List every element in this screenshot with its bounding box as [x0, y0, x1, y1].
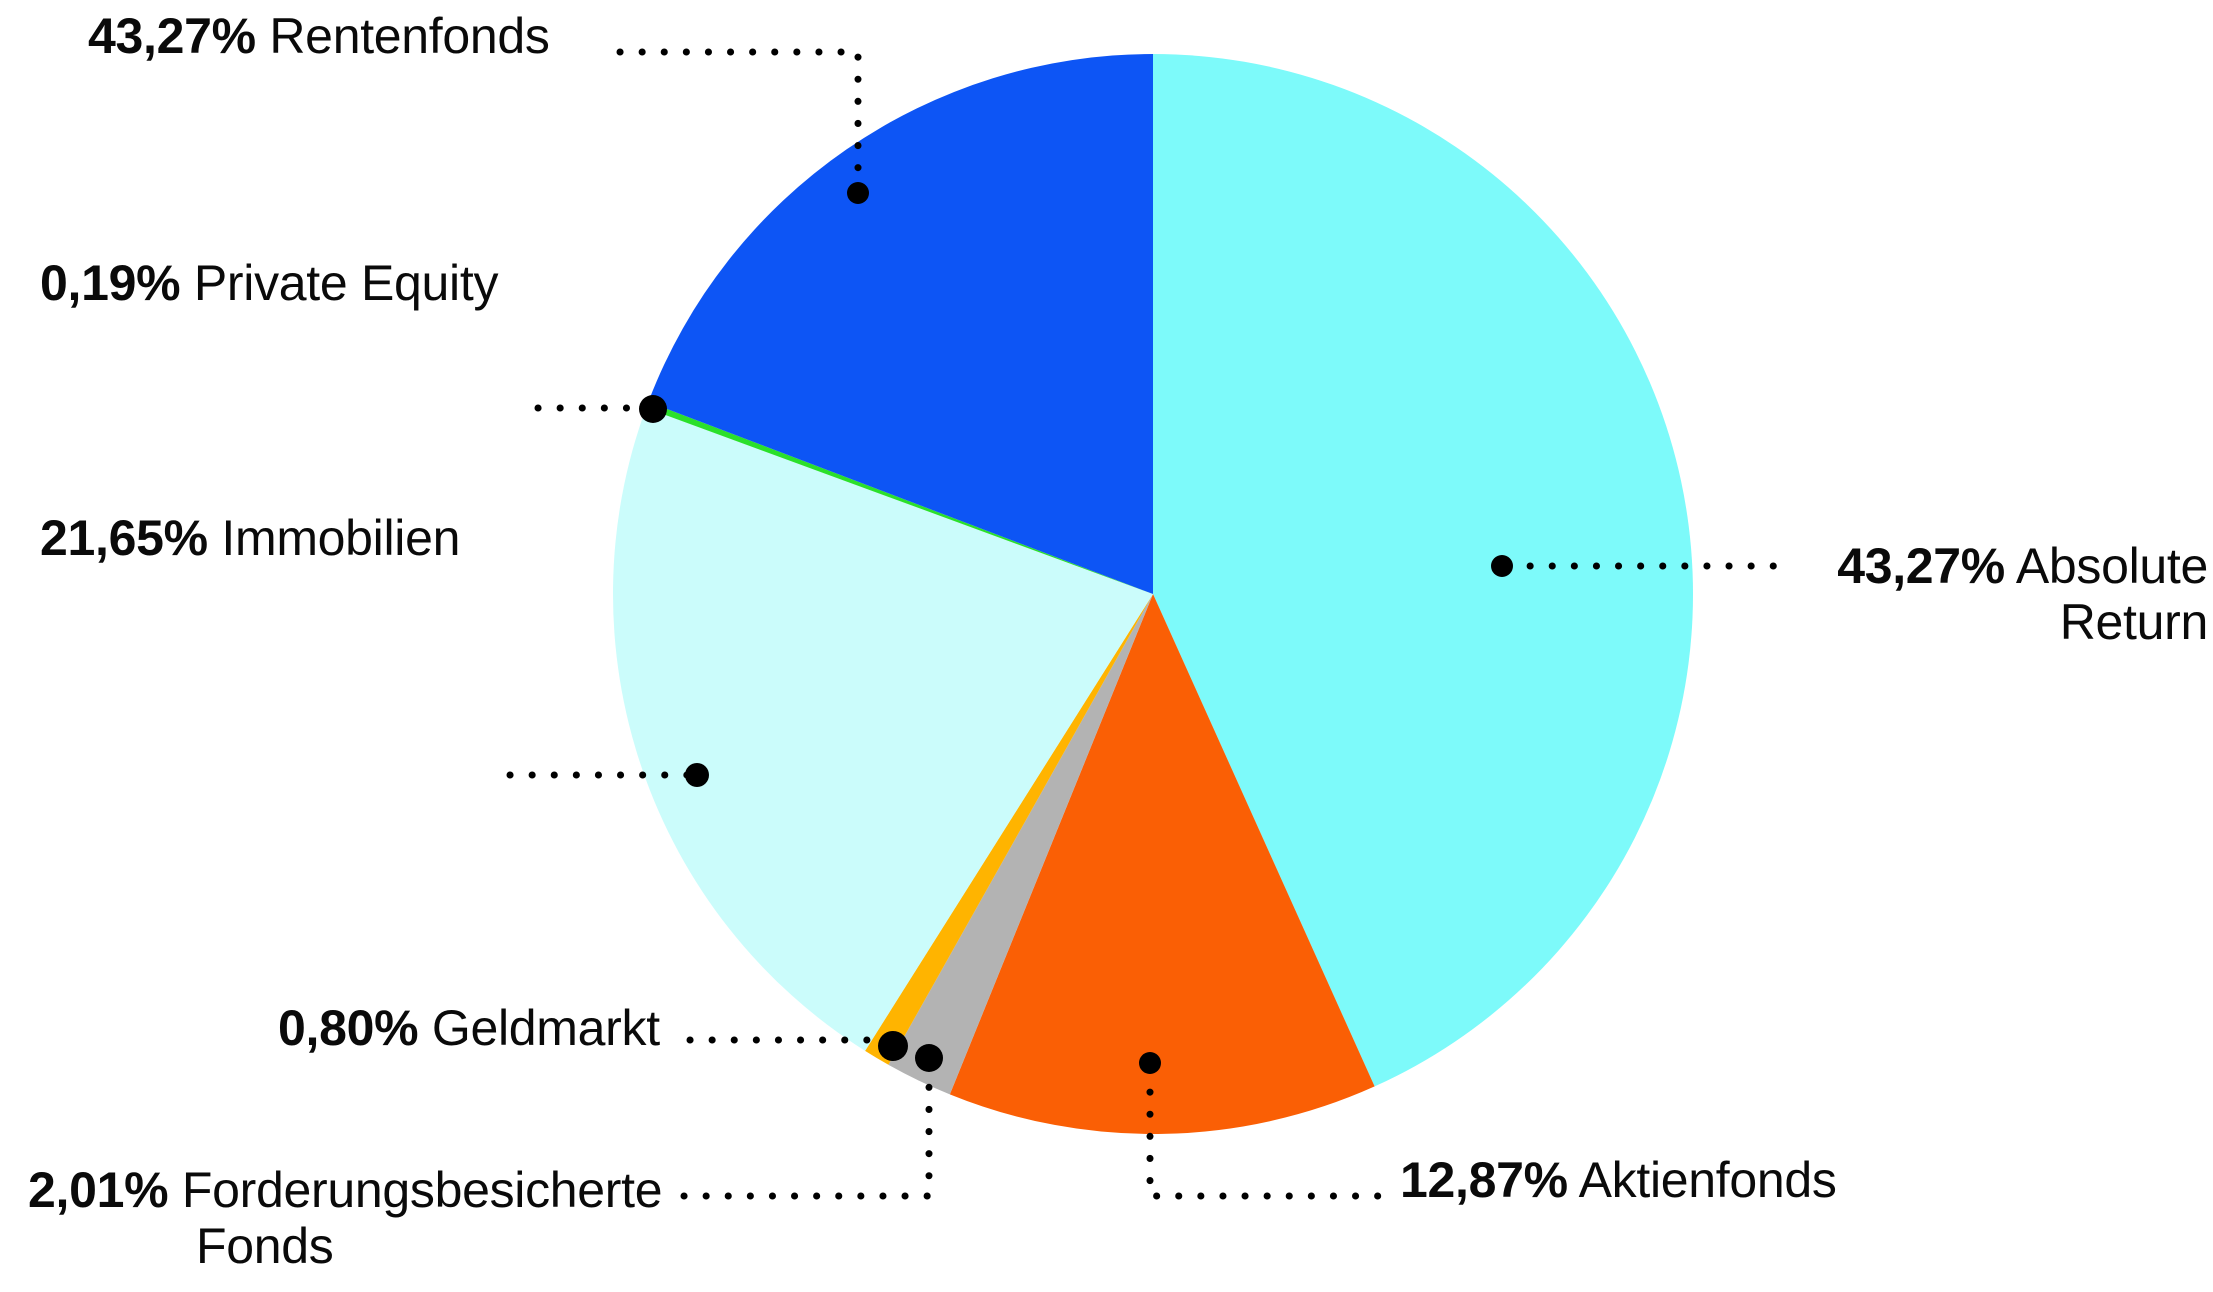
pie-label-rentenfonds-value: 43,27%	[88, 8, 256, 64]
leader-rentenfonds	[616, 48, 862, 194]
pie-label-rentenfonds: 43,27% Rentenfonds	[88, 8, 550, 64]
marker-dot-geldmarkt	[878, 1031, 908, 1061]
pie-label-immobilien-value: 21,65%	[40, 510, 208, 566]
pie-label-absolute-return-name: Absolute	[2015, 538, 2208, 594]
marker-dot-forderungsbesicherte-fonds	[915, 1044, 943, 1072]
pie-label-geldmarkt-value: 0,80%	[278, 1000, 419, 1056]
pie-label-absolute-return-value: 43,27%	[1837, 538, 2005, 594]
pie-label-aktienfonds-name: Aktienfonds	[1578, 1152, 1837, 1208]
pie-label-forderungsbesicherte-fonds-value: 2,01%	[28, 1162, 169, 1218]
pie-slice-forderungsbesicherte-fonds[interactable]	[888, 594, 1153, 1095]
pie-label-immobilien-name: Immobilien	[221, 510, 461, 566]
pie-label-geldmarkt-name: Geldmarkt	[431, 1000, 660, 1056]
pie-label-private-equity-value: 0,19%	[40, 255, 181, 311]
leader-lines	[506, 48, 1794, 1200]
pie-label-private-equity-name: Private Equity	[193, 255, 499, 311]
pie-label-immobilien: 21,65% Immobilien	[40, 510, 460, 566]
pie-label-forderungsbesicherte-fonds-name: Forderungsbesicherte	[181, 1162, 663, 1218]
pie-label-rentenfonds-name: Rentenfonds	[269, 8, 550, 64]
marker-dot-private-equity	[639, 395, 667, 423]
pie-label-forderungsbesicherte-fonds: 2,01% Forderungsbesicherte Fonds	[28, 1162, 668, 1274]
pie-slice-rentenfonds[interactable]	[648, 54, 1153, 594]
marker-dot-aktienfonds	[1139, 1052, 1161, 1074]
marker-dots	[639, 182, 1513, 1074]
pie-slice-aktienfonds[interactable]	[949, 594, 1375, 1135]
pie-label-absolute-return-name-line2: Return	[2059, 594, 2209, 650]
pie-slice-private-equity[interactable]	[646, 401, 1153, 594]
pie-label-absolute-return: 43,27% Absolute Return	[1808, 538, 2208, 650]
marker-dot-absolute-return	[1491, 555, 1513, 577]
marker-dot-rentenfonds	[847, 182, 869, 204]
leader-forderungsbesicherte-fonds	[680, 1059, 933, 1200]
pie-label-aktienfonds: 12,87% Aktienfonds	[1400, 1152, 1837, 1208]
pie-slice-absolute-return[interactable]	[1153, 54, 1694, 1087]
pie-slice-immobilien[interactable]	[612, 407, 1153, 1051]
leader-aktienfonds	[1146, 1066, 1396, 1200]
pie-slice-geldmarkt[interactable]	[865, 594, 1153, 1065]
marker-dot-immobilien	[685, 763, 709, 787]
pie-label-geldmarkt: 0,80% Geldmarkt	[278, 1000, 660, 1056]
pie-label-forderungsbesicherte-fonds-name-line2: Fonds	[196, 1218, 334, 1274]
pie-label-aktienfonds-value: 12,87%	[1400, 1152, 1568, 1208]
pie-label-private-equity: 0,19% Private Equity	[40, 255, 498, 311]
